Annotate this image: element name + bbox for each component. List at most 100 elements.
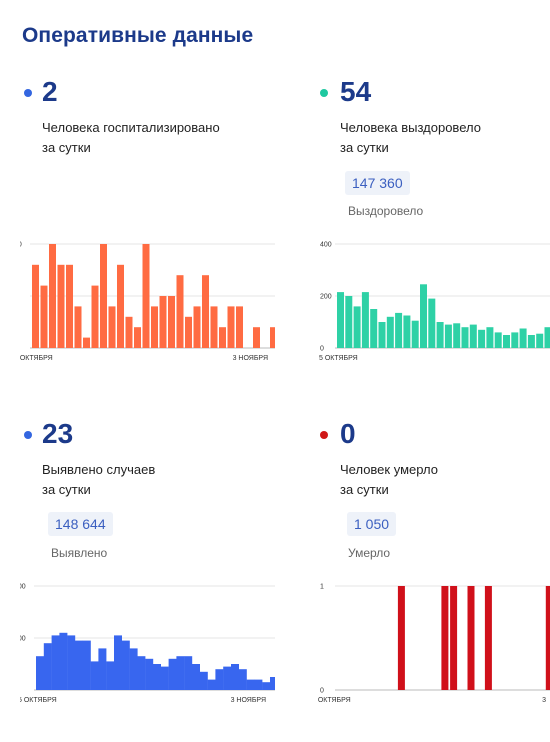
cases-bar [161,667,169,690]
hospitalized-bar [92,286,99,348]
cases-total-label: Выявлено [51,546,107,560]
recovered-bar [511,332,518,348]
hospitalized-x-start-label: 4 ОКТЯБРЯ [20,355,53,362]
hospitalized-bar [202,275,209,348]
recovered-dot-icon [320,89,328,97]
hospitalized-count: 2 [42,76,58,108]
cases-bar [184,656,192,690]
recovered-bar [503,335,510,348]
hospitalized-bar [66,265,73,348]
hospitalized-bar [236,306,243,348]
recovered-x-start-label: 5 ОКТЯБРЯ [319,355,358,362]
recovered-bar [453,323,460,348]
recovered-bar [420,284,427,348]
cases-count: 23 [42,418,73,450]
deaths-desc-line2: за сутки [340,480,438,500]
hospitalized-bar [228,306,235,348]
cases-x-start-label: 5 ОКТЯБРЯ [20,697,57,704]
hospitalized-bar [143,244,150,348]
hospitalized-bar [211,306,218,348]
cases-bar [254,680,262,690]
hospitalized-dot-icon [24,89,32,97]
cases-bar [153,664,161,690]
recovered-desc-line1: Человека выздоровело [340,118,481,138]
deaths-y-tick-label: 0 [320,688,324,695]
cases-bar [137,656,145,690]
hospitalized-bar [117,265,124,348]
cases-bar [169,659,177,690]
hospitalized-bar [126,317,133,348]
hospitalized-bar [49,244,56,348]
cases-bar [176,656,184,690]
deaths-x-start-label: 5 ОКТЯБРЯ [318,697,351,704]
hospitalized-desc-line2: за сутки [42,138,220,158]
recovered-bar [354,306,361,348]
recovered-total: 147 360 [345,171,410,195]
recovered-total-label: Выздоровело [348,204,423,218]
hospitalized-bar [194,306,201,348]
cases-bar [98,648,106,690]
hospitalized-bar [75,306,82,348]
cases-bar [239,669,247,690]
recovered-bar [462,327,469,348]
cases-bar [262,682,270,690]
deaths-bar [485,586,492,690]
deaths-bar [546,586,550,690]
hospitalized-bar [219,327,226,348]
hospitalized-x-end-label: 3 НОЯБРЯ [233,355,268,362]
recovered-bar [345,296,352,348]
recovered-desc-line2: за сутки [340,138,481,158]
recovered-bar [528,335,535,348]
recovered-bar [379,322,386,348]
deaths-total: 1 050 [347,512,396,536]
cases-bar [130,648,138,690]
recovered-y-tick-label: 400 [320,242,332,249]
cases-bar [83,641,91,690]
cases-bar [52,635,60,690]
recovered-count: 54 [340,76,371,108]
hospitalized-bar [168,296,175,348]
hospitalized-bar [83,338,90,348]
recovered-bar [362,292,369,348]
cases-bar [91,661,99,690]
deaths-desc-line1: Человек умерло [340,460,438,480]
cases-x-end-label: 3 НОЯБРЯ [231,697,266,704]
cases-description: Выявлено случаев за сутки [42,460,155,500]
recovered-bar [470,325,477,348]
recovered-bar [370,309,377,348]
recovered-bar [395,313,402,348]
deaths-bar [398,586,405,690]
cases-bar [270,677,275,690]
recovered-bar [486,327,493,348]
hospitalized-bar [32,265,39,348]
cases-bar [44,643,52,690]
hospitalized-bar [58,265,65,348]
recovered-bar [337,292,344,348]
recovered-description: Человека выздоровело за сутки [340,118,481,158]
cases-bar [36,656,44,690]
hospitalized-desc-line1: Человека госпитализировано [42,118,220,138]
hospitalized-y-tick-label: 10 [20,242,22,249]
deaths-bar [441,586,448,690]
cases-bar [145,659,153,690]
deaths-y-tick-label: 1 [320,584,324,591]
hospitalized-bar [109,306,116,348]
cases-bar [208,680,216,690]
recovered-bar [428,299,435,348]
hospitalized-panel: 2 Человека госпитализировано за сутки 10… [20,70,295,400]
hospitalized-bar [253,327,260,348]
cases-bar [231,664,239,690]
cases-total: 148 644 [48,512,113,536]
hospitalized-description: Человека госпитализировано за сутки [42,118,220,158]
deaths-dot-icon [320,431,328,439]
deaths-description: Человек умерло за сутки [340,460,438,500]
cases-y-tick-label: 200 [20,584,26,591]
recovered-bar [478,330,485,348]
hospitalized-bar [41,286,48,348]
cases-bar [106,661,114,690]
recovered-bar [387,317,394,348]
cases-bar [114,635,122,690]
